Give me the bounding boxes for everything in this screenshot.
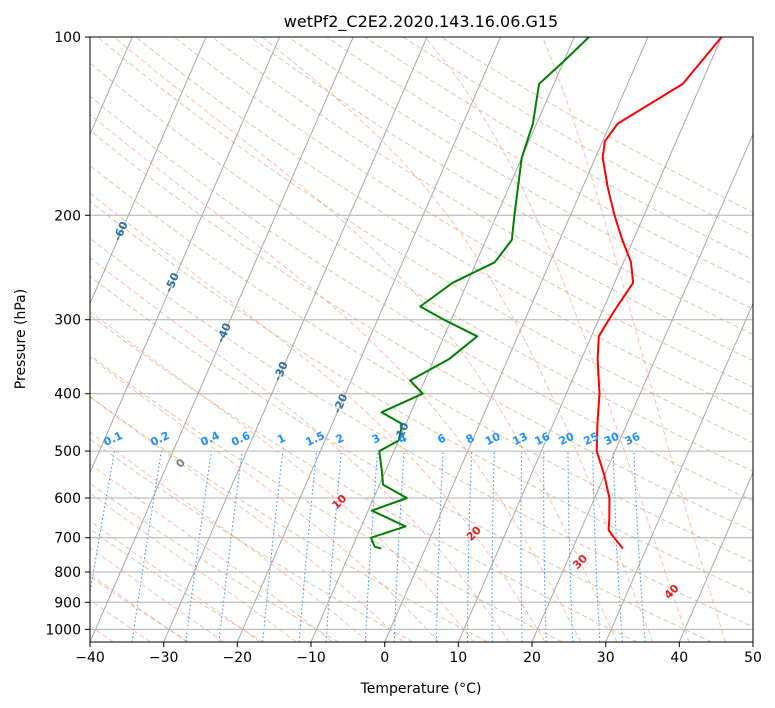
dry-adiabat-line: [97, 37, 753, 444]
dewpoint-profile-line: [370, 37, 590, 550]
dry-adiabats: [90, 37, 753, 642]
mixing-ratio-line: [262, 451, 284, 642]
y-axis-label: Pressure (hPa): [13, 289, 29, 389]
x-tick-label: 20: [523, 650, 541, 666]
isotherm-line: [90, 37, 281, 474]
x-tick-label: −30: [149, 650, 179, 666]
isotherms: [0, 37, 753, 642]
x-tick-label: 0: [380, 650, 389, 666]
isotherm-line: [90, 37, 207, 305]
mixing-ratio-label: 16: [533, 430, 553, 448]
y-tick-label: 600: [54, 491, 81, 507]
isotherm-label: -70: [63, 161, 83, 185]
moist-adiabat-line: [90, 310, 475, 642]
mixing-ratio-line: [298, 451, 318, 642]
moist-adiabat-line: [113, 37, 618, 642]
dry-adiabat-line: [90, 275, 712, 642]
mixing-ratio-label: 13: [511, 430, 530, 448]
x-tick-label: 10: [449, 650, 467, 666]
x-tick-label: 50: [744, 650, 762, 666]
dry-adiabat-line: [135, 37, 753, 416]
moist-adiabat-line: [90, 547, 225, 642]
mixing-ratio-line: [218, 451, 243, 642]
sounding-profiles: [370, 37, 723, 550]
dry-adiabat-line: [90, 396, 488, 642]
y-tick-label: 900: [54, 595, 81, 611]
isotherm-line: [531, 132, 753, 642]
mixing-ratio-label: 30: [602, 430, 622, 448]
dry-adiabat-line: [90, 129, 753, 532]
isotherm-line: [457, 37, 723, 642]
isotherm-line: [90, 37, 354, 642]
moist-adiabats: [90, 37, 726, 642]
axes: −40 −30 −20 −10 0 10 20 30 40 50 100 200 300 400 500 60…: [45, 30, 762, 666]
x-tick-label: −40: [75, 650, 105, 666]
dry-adiabat-line: [90, 237, 753, 628]
moist-adiabat-line: [261, 37, 654, 642]
isotherm-line: [752, 640, 753, 642]
isotherm-line: [163, 37, 428, 642]
moist-adiabat-line: [90, 113, 582, 642]
mixing-ratio-line: [185, 451, 212, 642]
y-tick-label: 300: [54, 313, 81, 329]
mixing-ratio-label: 25: [582, 430, 601, 448]
mixing-ratio-label: 10: [483, 430, 503, 448]
dry-adiabat-line: [90, 200, 753, 595]
moist-adiabat-line: [90, 257, 510, 642]
isotherm-label: -80: [8, 117, 28, 141]
isotherm-line: [236, 37, 502, 642]
x-axis-label: Temperature (°C): [360, 681, 482, 697]
dry-adiabat-line: [90, 95, 753, 502]
moist-adiabat-line: [90, 431, 368, 642]
isotherm-line: [0, 37, 59, 642]
isotherm-line: [605, 302, 753, 642]
isotherm-line: [678, 471, 753, 642]
dry-adiabat-line: [90, 314, 638, 642]
x-tick-label: 30: [597, 650, 615, 666]
x-tick-label: −20: [223, 650, 253, 666]
isotherm-line: [310, 37, 575, 642]
plot-background: [90, 37, 753, 642]
moist-adiabat-line: [90, 356, 439, 642]
mixing-ratio-line: [325, 451, 342, 642]
moist-adiabat-line: [90, 520, 261, 642]
x-tick-label: −10: [296, 650, 326, 666]
moist-adiabat-line: [90, 463, 333, 642]
x-tick-label: 40: [670, 650, 688, 666]
y-tick-label: 700: [54, 531, 81, 547]
temperature-profile-line: [595, 37, 723, 550]
y-tick-label: 400: [54, 387, 81, 403]
chart-title: wetPf2_C2E2.2020.143.16.06.G15: [284, 12, 558, 32]
mixing-ratio-label: 20: [557, 430, 577, 448]
dry-adiabat-line: [90, 482, 339, 642]
isotherm-line: [384, 37, 649, 642]
dry-adiabat-line: [173, 37, 753, 388]
y-tick-label: 800: [54, 565, 81, 581]
moist-adiabat-line: [424, 37, 690, 642]
moist-adiabat-line: [90, 192, 546, 642]
dry-adiabat-line: [90, 354, 563, 642]
y-tick-label: 1000: [45, 622, 81, 638]
y-tick-label: 500: [54, 444, 81, 460]
y-tick-label: 200: [54, 208, 81, 224]
mixing-ratio-label: 36: [623, 430, 643, 448]
moist-adiabat-line: [542, 37, 726, 642]
pressure-gridlines: [90, 37, 753, 630]
plot-frame: [89, 36, 754, 643]
dry-adiabat-line: [326, 37, 753, 285]
moist-adiabat-line: [90, 573, 188, 642]
y-tick-label: 100: [54, 30, 81, 46]
